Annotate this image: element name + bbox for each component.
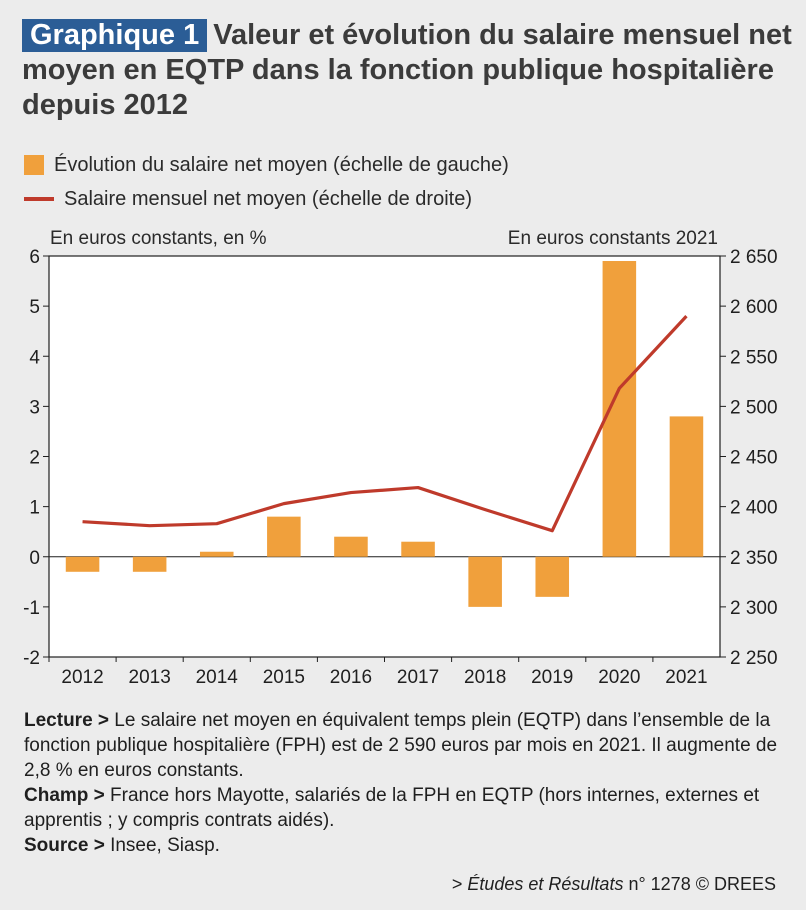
left-axis-tick-label: 0	[29, 548, 40, 569]
footer-prefix: >	[451, 874, 468, 894]
x-axis-tick-label: 2016	[330, 667, 372, 688]
champ-text: France hors Mayotte, salariés de la FPH …	[24, 785, 760, 831]
lecture-note: Lecture > Le salaire net moyen en équiva…	[24, 708, 784, 783]
right-axis-tick-label: 2 300	[730, 598, 778, 619]
bar-2017	[401, 541, 435, 557]
left-axis-tick-label: 1	[29, 498, 40, 519]
right-axis-unit: En euros constants 2021	[507, 228, 718, 249]
right-axis-tick-label: 2 350	[730, 548, 778, 569]
legend-bar-label: Évolution du salaire net moyen (échelle …	[54, 153, 509, 176]
legend-item-line: Salaire mensuel net moyen (échelle de dr…	[24, 182, 509, 216]
left-axis-tick-label: 2	[29, 448, 40, 469]
x-axis-tick-label: 2018	[464, 667, 506, 688]
bar-2019	[535, 556, 570, 597]
source-text: Insee, Siasp.	[104, 835, 220, 856]
right-axis-tick-label: 2 450	[730, 448, 778, 469]
bar-2021	[669, 416, 704, 557]
source-label: Source >	[24, 835, 105, 856]
x-axis-tick-label: 2014	[196, 667, 239, 688]
bar-2014	[199, 551, 234, 557]
right-axis-tick-label: 2 400	[730, 498, 778, 519]
lecture-text: Le salaire net moyen en équivalent temps…	[24, 710, 778, 781]
left-axis-unit: En euros constants, en %	[50, 228, 267, 249]
legend-bar-swatch	[24, 155, 44, 175]
right-axis-tick-label: 2 600	[730, 297, 778, 318]
source-note: Source > Insee, Siasp.	[24, 833, 784, 858]
chart-notes: Lecture > Le salaire net moyen en équiva…	[24, 708, 784, 858]
chart-legend: Évolution du salaire net moyen (échelle …	[24, 148, 509, 216]
bar-2018	[468, 556, 502, 607]
bar-2015	[267, 516, 301, 557]
champ-note: Champ > France hors Mayotte, salariés de…	[24, 783, 784, 833]
right-axis-tick-label: 2 550	[730, 347, 778, 368]
bar-2016	[334, 536, 368, 557]
x-axis-tick-label: 2015	[263, 667, 305, 688]
bar-2013	[132, 556, 167, 572]
bar-2012	[65, 556, 100, 572]
x-axis-tick-label: 2012	[61, 667, 103, 688]
legend-item-bar: Évolution du salaire net moyen (échelle …	[24, 148, 509, 182]
lecture-label: Lecture >	[24, 710, 110, 731]
chart-title: Valeur et évolution du salaire mensuel n…	[22, 19, 792, 121]
chart-title-block: Graphique 1 Valeur et évolution du salair…	[22, 18, 792, 123]
champ-label: Champ >	[24, 785, 105, 806]
salary-line	[82, 315, 688, 533]
x-axis-tick-label: 2017	[397, 667, 439, 688]
x-axis-tick-label: 2019	[531, 667, 573, 688]
chart-plot: -2 -1 0 1 2 3 4 5 6 2 250 2 300 2 350 2 400 2 450 2 50…	[23, 247, 778, 688]
x-axis-tick-label: 2013	[129, 667, 171, 688]
left-axis-tick-label: -2	[23, 648, 40, 669]
footer-suffix: n° 1278 © DREES	[623, 874, 776, 894]
right-axis-tick-label: 2 500	[730, 397, 778, 418]
bar-2020	[602, 261, 637, 557]
left-axis-tick-label: 3	[29, 397, 40, 418]
left-axis-tick-label: 6	[29, 247, 40, 268]
right-axis-tick-label: 2 250	[730, 648, 778, 669]
x-axis-tick-label: 2021	[665, 667, 707, 688]
right-axis-tick-label: 2 650	[730, 247, 778, 268]
x-axis-tick-label: 2020	[598, 667, 640, 688]
left-axis-tick-label: 5	[29, 297, 40, 318]
legend-line-swatch	[24, 197, 54, 201]
left-axis-tick-label: 4	[29, 347, 40, 368]
footer-publication: Études et Résultats	[467, 874, 624, 894]
left-axis-tick-label: -1	[23, 598, 40, 619]
legend-line-label: Salaire mensuel net moyen (échelle de dr…	[64, 187, 472, 210]
publication-footer: > Études et Résultats n° 1278 © DREES	[452, 874, 776, 895]
chart-number-badge: Graphique 1	[22, 19, 208, 52]
